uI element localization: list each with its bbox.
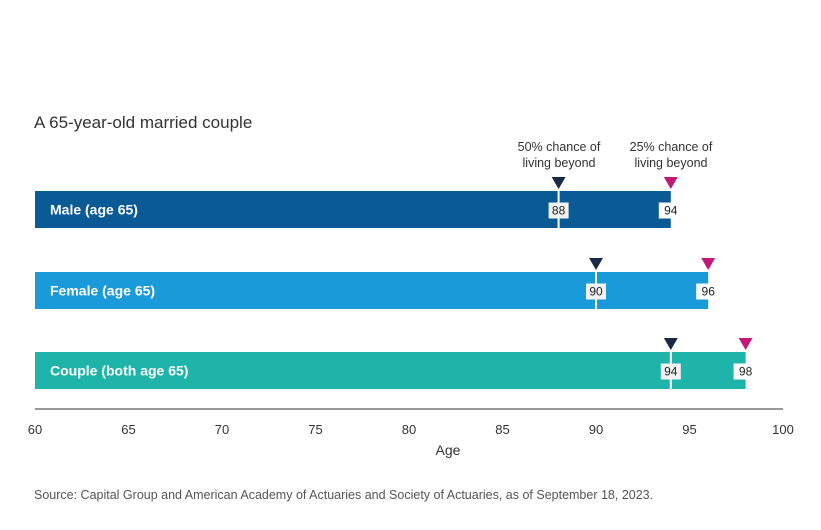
value-label-50-3: 94 xyxy=(664,365,678,379)
marker-50-triangle-2 xyxy=(589,258,603,270)
marker-25-triangle-1 xyxy=(663,177,678,189)
x-tick-label-75: 75 xyxy=(308,422,322,437)
bar-3 xyxy=(35,352,746,389)
bar-label-2: Female (age 65) xyxy=(50,283,155,299)
x-tick-label-65: 65 xyxy=(121,422,135,437)
x-tick-label-85: 85 xyxy=(495,422,509,437)
bar-label-1: Male (age 65) xyxy=(50,202,138,218)
x-axis-title: Age xyxy=(436,442,461,458)
value-box-25-3 xyxy=(733,363,758,380)
source-note: Source: Capital Group and American Acade… xyxy=(34,488,654,502)
value-box-25-1 xyxy=(658,202,683,219)
legend-50-percent: 50% chance of living beyond xyxy=(494,139,624,171)
x-tick-label-60: 60 xyxy=(28,422,42,437)
legend-25-line2: living beyond xyxy=(634,156,708,170)
legend-25-line1: 25% chance of xyxy=(629,140,713,154)
marker-50-triangle-3 xyxy=(663,338,678,350)
marker-25-triangle-2 xyxy=(701,258,716,270)
value-label-50-2: 90 xyxy=(589,285,603,299)
marker-25-triangle-3 xyxy=(738,338,753,350)
x-tick-label-70: 70 xyxy=(215,422,229,437)
chart-subtitle: A 65-year-old married couple xyxy=(34,113,253,132)
value-label-25-2: 96 xyxy=(702,285,716,299)
bar-label-3: Couple (both age 65) xyxy=(50,363,188,379)
value-label-50-1: 88 xyxy=(552,204,566,218)
x-tick-label-95: 95 xyxy=(682,422,696,437)
legend-50-line1: 50% chance of xyxy=(517,140,601,154)
value-box-50-3 xyxy=(660,363,681,380)
value-label-25-3: 98 xyxy=(739,365,753,379)
x-tick-label-90: 90 xyxy=(589,422,603,437)
x-tick-label-100: 100 xyxy=(772,422,794,437)
value-label-25-1: 94 xyxy=(664,204,678,218)
legend-50-line2: living beyond xyxy=(522,156,596,170)
value-box-50-2 xyxy=(586,283,606,300)
legend-25-percent: 25% chance of living beyond xyxy=(606,139,736,171)
value-box-50-1 xyxy=(548,202,569,219)
x-tick-label-80: 80 xyxy=(402,422,416,437)
value-box-25-2 xyxy=(696,283,721,300)
marker-50-triangle-1 xyxy=(551,177,566,189)
